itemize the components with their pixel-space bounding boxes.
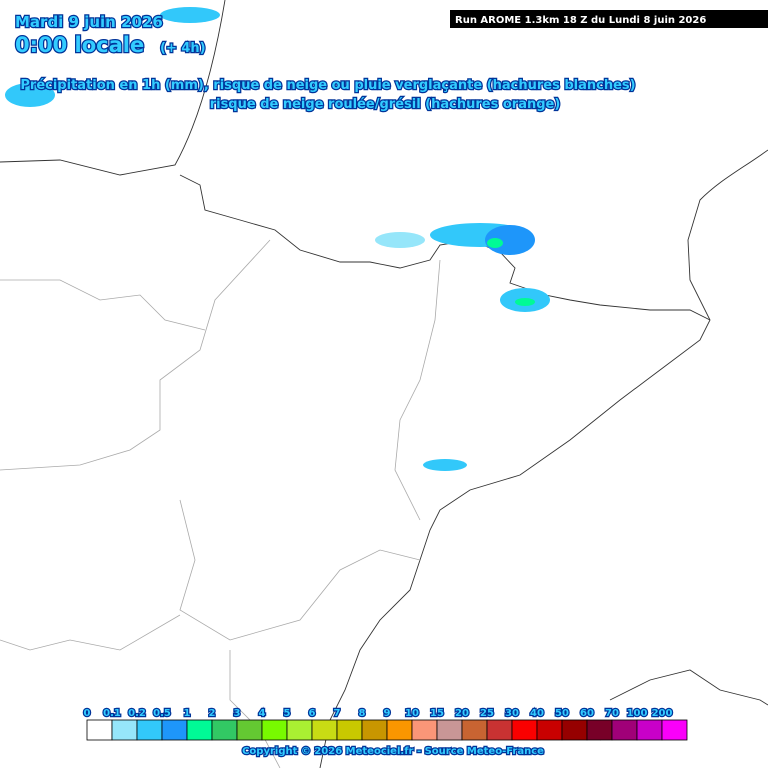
subtitle: Précipitation en 1h (mm), risque de neig… <box>20 78 635 93</box>
legend-swatch <box>211 719 238 741</box>
legend-label: 25 <box>480 708 494 719</box>
legend-swatch <box>661 719 688 741</box>
run-box <box>450 10 768 28</box>
legend-label: 9 <box>384 708 391 719</box>
legend-swatch <box>111 719 138 741</box>
legend-swatch <box>386 719 413 741</box>
legend-swatch <box>586 719 613 741</box>
legend-swatch <box>411 719 438 741</box>
legend-swatch <box>436 719 463 741</box>
legend-label: 1 <box>184 708 191 719</box>
legend-swatch <box>261 719 288 741</box>
legend-swatch <box>186 719 213 741</box>
lead: (+ 4h) <box>160 41 206 56</box>
legend-label: 8 <box>359 708 366 719</box>
legend-label: 50 <box>555 708 569 719</box>
run-info: Run AROME 1.3km 18 Z du Lundi 8 juin 202… <box>455 15 706 26</box>
date: Mardi 9 juin 2026 <box>15 13 163 31</box>
legend-label: 4 <box>259 708 266 719</box>
legend-label: 6 <box>309 708 316 719</box>
legend-label: 5 <box>284 708 291 719</box>
legend-label: 15 <box>430 708 444 719</box>
time: 0:00 locale <box>15 33 144 57</box>
legend-swatch <box>461 719 488 741</box>
subtitle: risque de neige roulée/grésil (hachures … <box>210 97 561 112</box>
legend: 0 0.1 0.2 0.5 1 2 3 4 5 6 7 8 9 10 15 20 25 30 40 50 60 70 100… <box>82 707 688 741</box>
legend-swatch <box>236 719 263 741</box>
legend-swatch <box>86 719 113 741</box>
precipitation <box>5 7 550 471</box>
legend-swatch <box>486 719 513 741</box>
legend-swatch <box>336 719 363 741</box>
legend-label: 7 <box>334 708 341 719</box>
legend-swatch <box>511 719 538 741</box>
legend-swatch <box>311 719 338 741</box>
legend-label: 70 <box>605 708 619 719</box>
legend-label: 60 <box>580 708 594 719</box>
legend-label: 0.2 <box>128 708 146 719</box>
legend-label: 0 <box>84 708 91 719</box>
legend-swatch <box>561 719 588 741</box>
legend-label: 3 <box>234 708 241 719</box>
legend-label: 100 <box>627 708 648 719</box>
legend-swatch <box>611 719 638 741</box>
legend-label: 0.5 <box>153 708 171 719</box>
legend-swatch <box>286 719 313 741</box>
legend-swatch <box>161 719 188 741</box>
legend-label: 20 <box>455 708 469 719</box>
legend-label: 200 <box>652 708 673 719</box>
legend-label: 10 <box>405 708 419 719</box>
legend-label: 2 <box>209 708 216 719</box>
legend-swatch <box>136 719 163 741</box>
legend-label: 40 <box>530 708 544 719</box>
copyright: Copyright © 2026 Meteociel.fr - Source M… <box>242 746 544 757</box>
legend-swatch <box>636 719 663 741</box>
legend-swatch <box>536 719 563 741</box>
legend-label: 0.1 <box>103 708 121 719</box>
legend-label: 30 <box>505 708 519 719</box>
legend-swatch <box>361 719 388 741</box>
